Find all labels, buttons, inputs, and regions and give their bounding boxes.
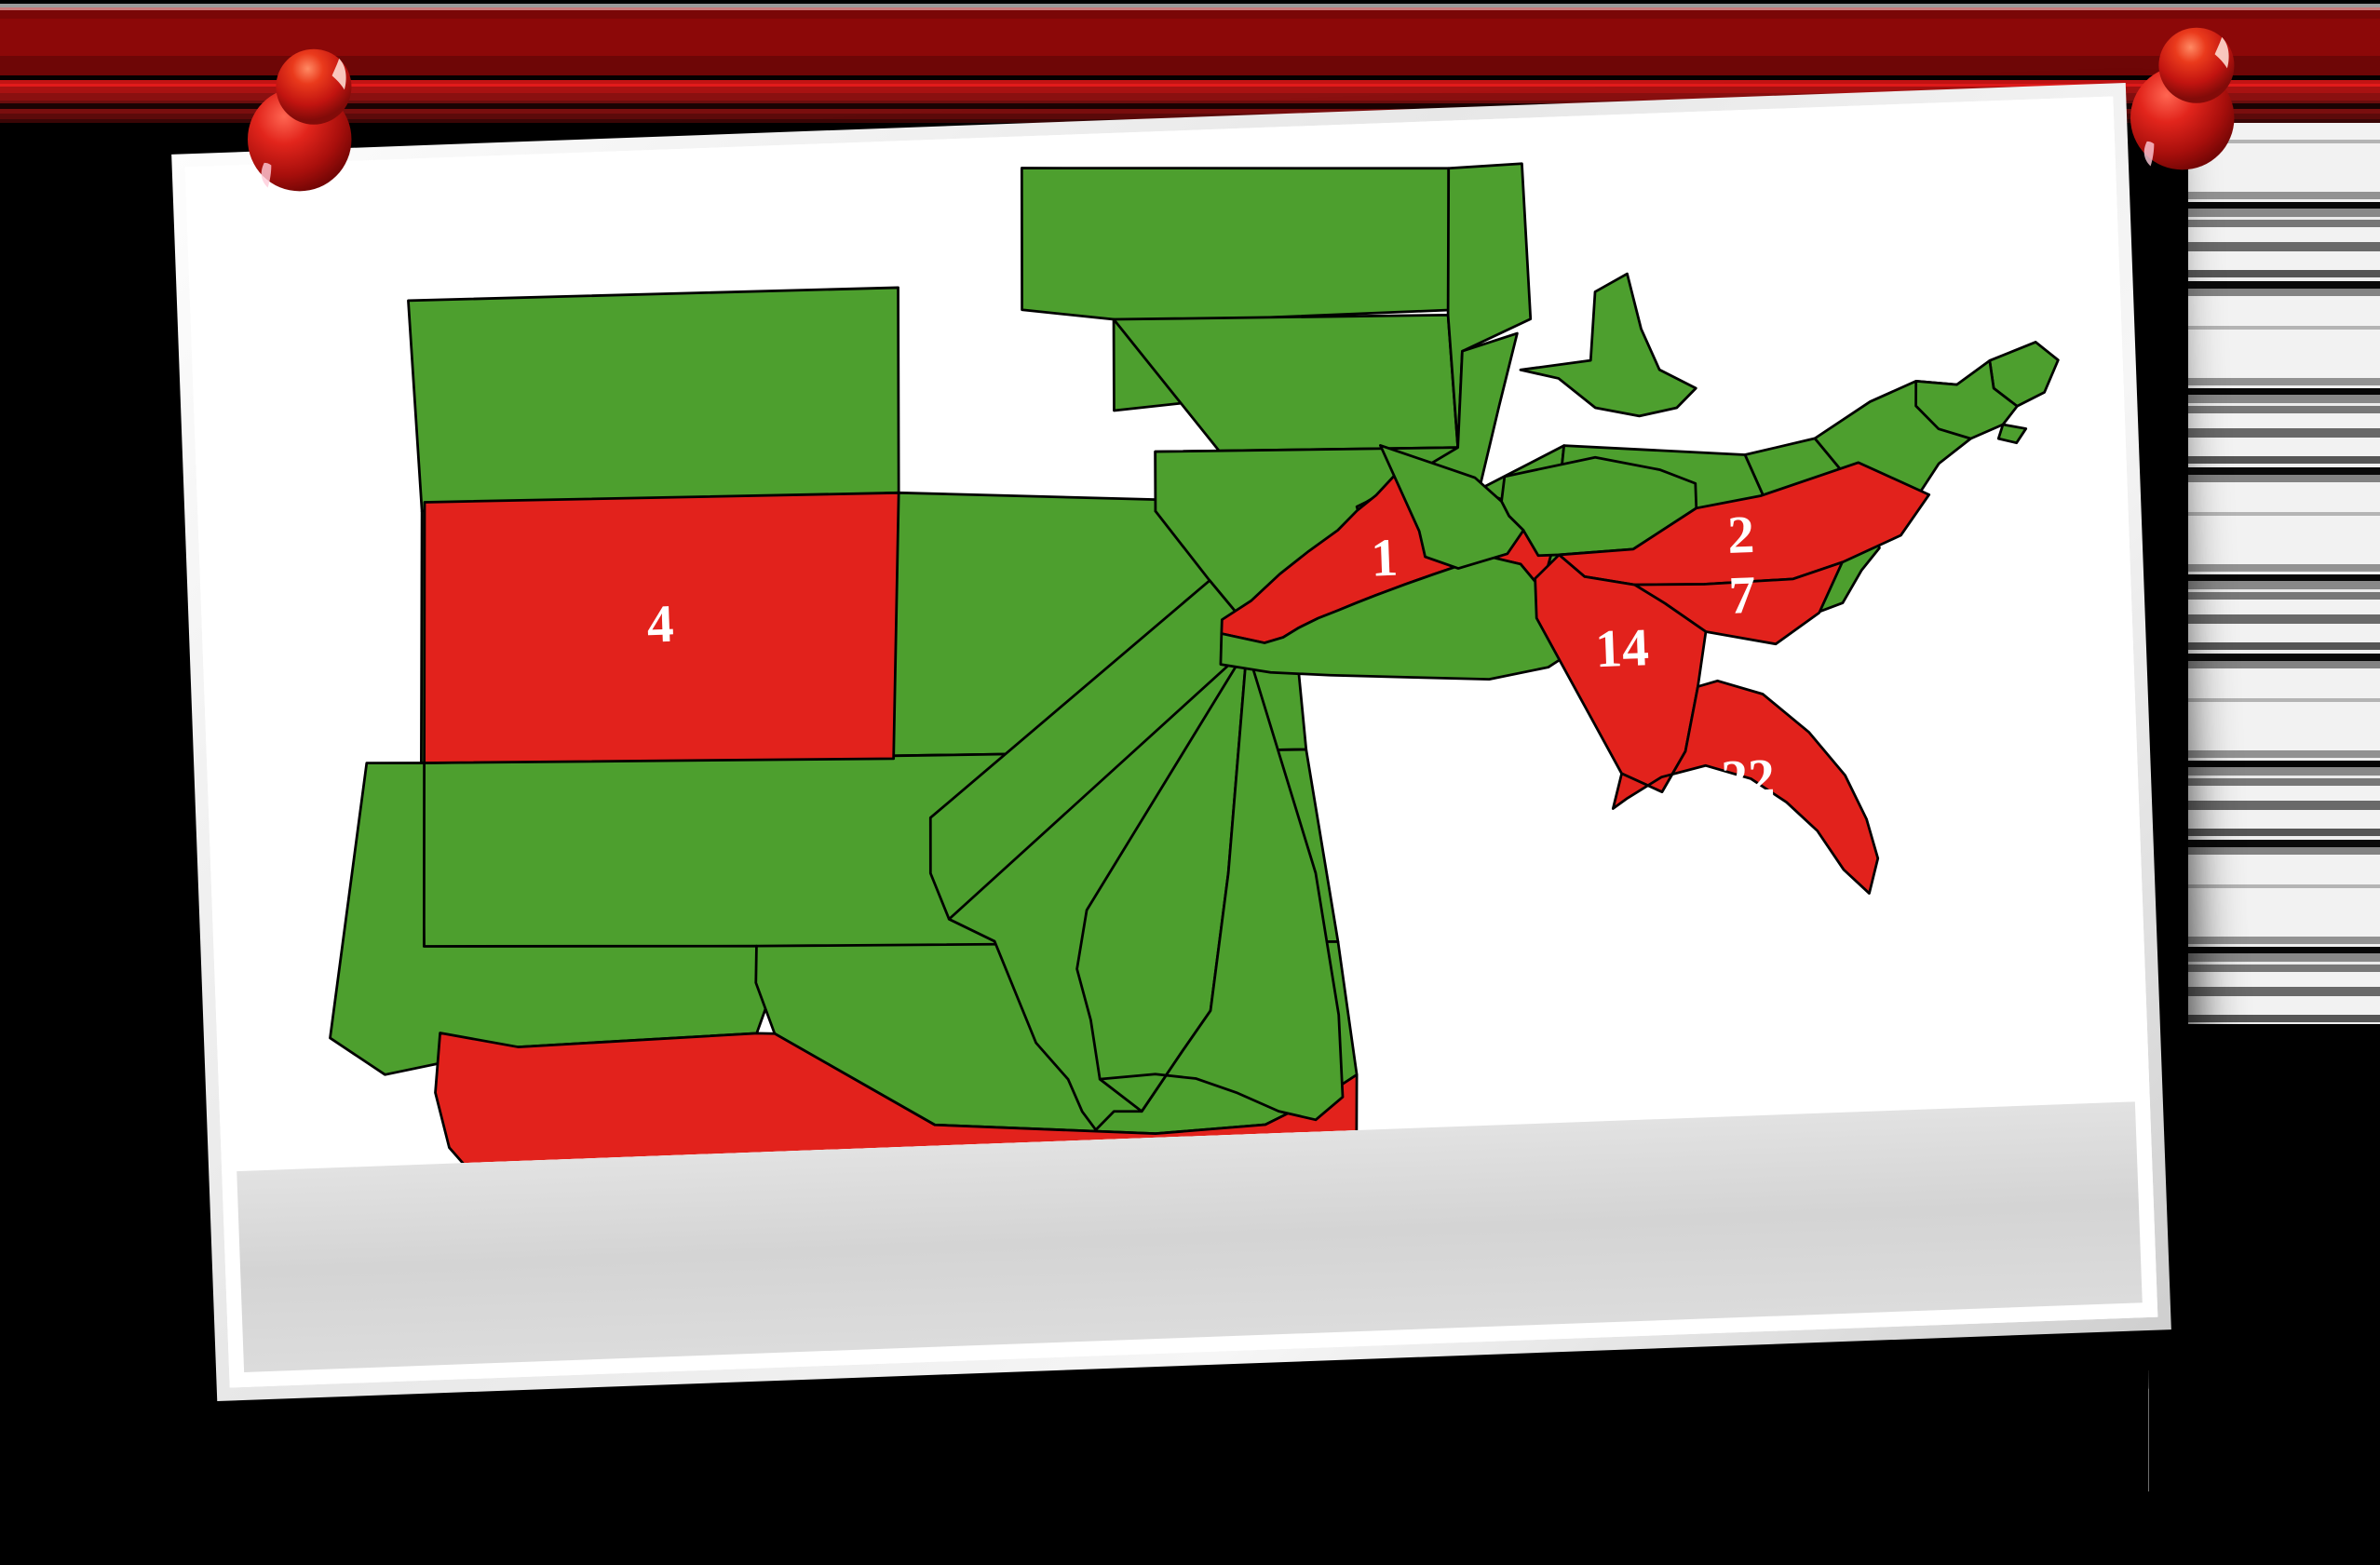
svg-text:4: 4 xyxy=(646,595,675,654)
svg-text:22: 22 xyxy=(1720,749,1776,809)
svg-text:14: 14 xyxy=(1594,618,1650,679)
svg-text:1: 1 xyxy=(1370,529,1399,588)
svg-text:2: 2 xyxy=(1726,506,1755,565)
svg-text:7: 7 xyxy=(1728,566,1757,626)
